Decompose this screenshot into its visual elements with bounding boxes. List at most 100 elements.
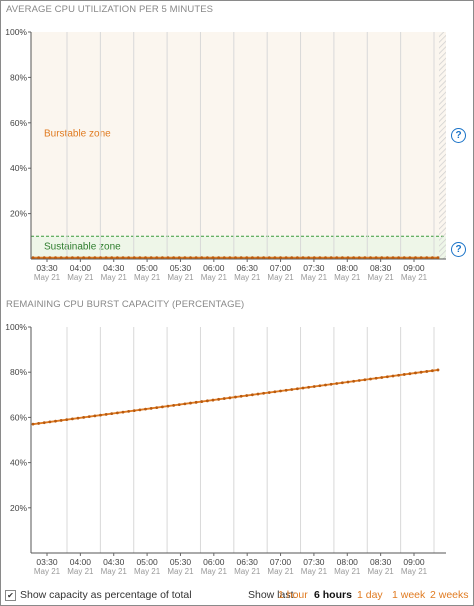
sustainable-zone xyxy=(31,236,446,259)
show-percentage-label: Show capacity as percentage of total xyxy=(20,589,192,601)
data-point xyxy=(138,408,142,412)
data-point xyxy=(279,256,282,260)
data-point xyxy=(295,387,299,391)
footer-bar: ✔ Show capacity as percentage of total S… xyxy=(0,588,474,606)
data-point xyxy=(408,372,412,376)
cpu-utilization-title: AVERAGE CPU UTILIZATION PER 5 MINUTES xyxy=(6,4,214,15)
x-tick-label: 09:00 xyxy=(403,263,425,273)
data-point xyxy=(87,256,91,260)
data-point xyxy=(290,388,294,391)
data-point xyxy=(250,393,254,397)
y-tick-label: 100% xyxy=(5,322,27,332)
range-6-hours[interactable]: 6 hours xyxy=(314,589,352,601)
range-1-week[interactable]: 1 week xyxy=(392,589,426,601)
sustainable-help-icon[interactable]: ? xyxy=(451,242,466,257)
data-point xyxy=(346,256,350,260)
data-point xyxy=(42,421,46,425)
data-point xyxy=(82,416,86,419)
data-point xyxy=(397,256,401,260)
data-point xyxy=(312,256,316,260)
x-tick-date: May 21 xyxy=(67,567,94,576)
data-point xyxy=(217,397,221,401)
burstable-help-icon[interactable]: ? xyxy=(451,128,466,143)
data-point xyxy=(324,383,327,387)
x-tick-date: May 21 xyxy=(401,567,428,576)
data-point xyxy=(104,412,108,416)
data-point xyxy=(414,371,417,375)
data-point xyxy=(93,256,97,260)
data-point xyxy=(121,256,125,260)
data-point xyxy=(121,410,125,414)
data-point xyxy=(65,418,69,422)
x-tick-label: 09:00 xyxy=(403,557,425,567)
data-point xyxy=(200,400,204,403)
range-1-hour[interactable]: 1 hour xyxy=(278,589,308,601)
data-point xyxy=(144,256,147,260)
x-tick-date: May 21 xyxy=(267,567,294,576)
range-2-weeks[interactable]: 2 weeks xyxy=(430,589,469,601)
data-point xyxy=(279,389,282,393)
x-tick-label: 08:30 xyxy=(370,557,392,567)
data-point xyxy=(408,256,412,260)
data-point xyxy=(115,256,119,260)
data-point xyxy=(115,411,119,415)
data-point xyxy=(318,384,322,388)
data-point xyxy=(267,391,271,394)
data-point xyxy=(127,256,131,260)
data-point xyxy=(352,379,356,383)
show-percentage-checkbox[interactable]: ✔ xyxy=(5,590,16,601)
x-tick-date: May 21 xyxy=(34,273,61,282)
y-tick-label: 60% xyxy=(10,118,27,128)
x-tick-date: May 21 xyxy=(234,567,261,576)
data-point xyxy=(430,256,434,260)
data-point xyxy=(132,256,136,260)
range-1-day[interactable]: 1 day xyxy=(357,589,383,601)
data-point xyxy=(369,256,372,260)
data-point xyxy=(290,256,294,260)
x-tick-date: May 21 xyxy=(101,567,128,576)
x-tick-label: 04:30 xyxy=(103,263,125,273)
data-point xyxy=(436,256,440,260)
y-tick-label: 20% xyxy=(10,503,27,513)
data-point xyxy=(295,256,299,260)
data-point xyxy=(312,385,316,388)
y-tick-label: 60% xyxy=(10,412,27,422)
x-tick-date: May 21 xyxy=(301,273,328,282)
burst-capacity-title: REMAINING CPU BURST CAPACITY (PERCENTAGE… xyxy=(6,299,245,310)
data-point xyxy=(245,394,249,397)
data-point xyxy=(149,406,153,410)
data-point xyxy=(419,370,423,374)
data-point xyxy=(127,409,131,413)
data-point xyxy=(194,256,198,260)
x-tick-date: May 21 xyxy=(134,273,161,282)
data-point xyxy=(425,256,429,260)
data-point xyxy=(430,369,434,373)
data-point xyxy=(31,422,35,426)
x-tick-date: May 21 xyxy=(201,273,228,282)
x-tick-label: 05:30 xyxy=(170,557,192,567)
data-point xyxy=(160,405,164,409)
data-point xyxy=(335,382,339,385)
data-point xyxy=(70,256,74,260)
data-point xyxy=(402,373,406,376)
sustainable-zone-label: Sustainable zone xyxy=(44,241,121,252)
data-point xyxy=(217,256,221,260)
data-point xyxy=(183,402,187,406)
x-tick-date: May 21 xyxy=(368,273,395,282)
data-point xyxy=(37,256,41,260)
data-point xyxy=(76,256,80,260)
data-point xyxy=(402,256,406,260)
data-point xyxy=(369,377,372,381)
data-point xyxy=(172,403,176,407)
data-point xyxy=(307,385,311,389)
data-point xyxy=(205,399,209,403)
data-point xyxy=(31,256,35,260)
burstable-zone-label: Burstable zone xyxy=(44,128,111,139)
x-tick-date: May 21 xyxy=(101,273,128,282)
x-tick-label: 06:30 xyxy=(237,263,259,273)
data-point xyxy=(87,415,91,419)
data-point xyxy=(160,256,164,260)
data-point xyxy=(99,413,102,417)
data-point xyxy=(363,256,367,260)
y-tick-label: 100% xyxy=(5,27,27,37)
